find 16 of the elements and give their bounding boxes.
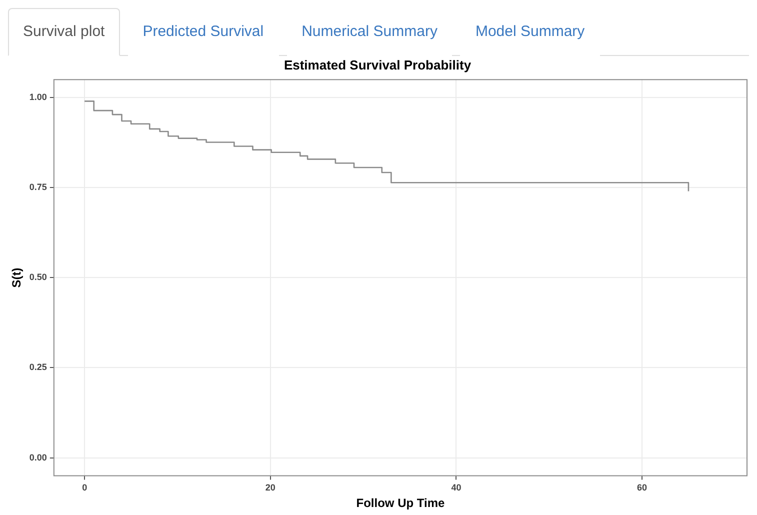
text: Survival plot xyxy=(8,8,120,56)
y-tick-label: 1.00 xyxy=(29,92,47,102)
chart-title: Estimated Survival Probability xyxy=(284,57,472,72)
x-tick-label: 0 xyxy=(82,482,88,493)
x-tick-label: 40 xyxy=(451,482,462,493)
text: Numerical Summary xyxy=(286,8,452,56)
x-tick-label: 20 xyxy=(265,482,276,493)
text: Predicted Survival xyxy=(128,8,279,56)
y-tick-label: 0.75 xyxy=(29,182,47,192)
y-tick-label: 0.50 xyxy=(29,272,47,282)
x-tick-label: 60 xyxy=(637,482,648,493)
y-axis-title: S(t) xyxy=(10,268,24,288)
text: Model Summary xyxy=(460,8,600,56)
x-axis-title: Follow Up Time xyxy=(356,496,446,510)
y-tick-label: 0.00 xyxy=(29,452,47,462)
y-tick-label: 0.25 xyxy=(29,362,47,372)
